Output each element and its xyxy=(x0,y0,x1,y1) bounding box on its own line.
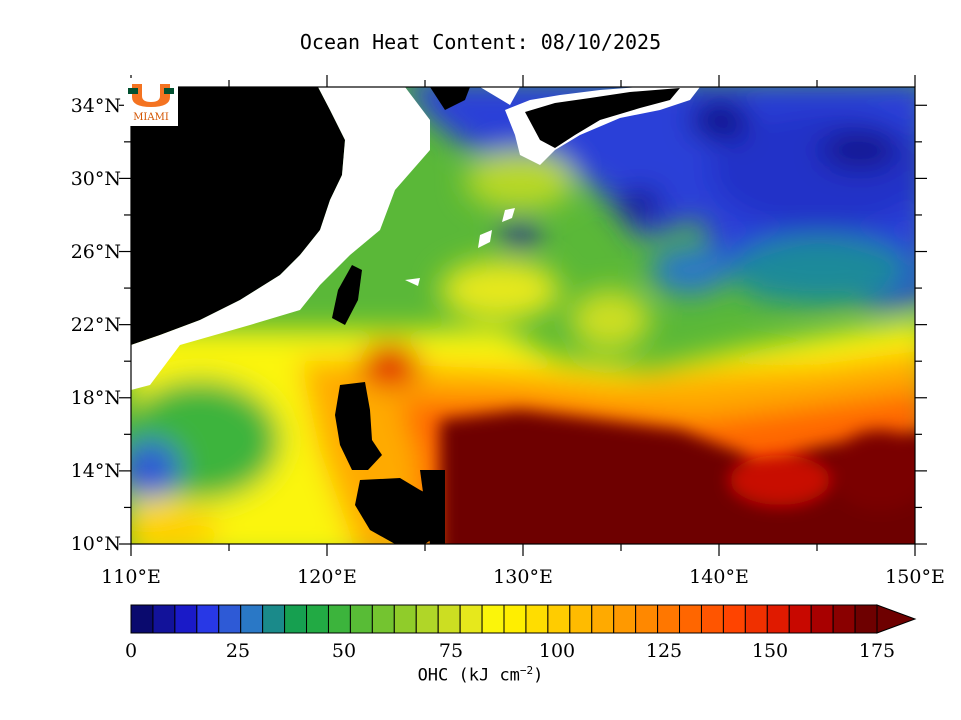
colorbar-segment xyxy=(349,604,373,634)
cb-label-50: 50 xyxy=(331,640,357,662)
colorbar-segment xyxy=(679,604,702,634)
lat-label-10n: 10°N xyxy=(70,533,121,555)
colorbar-overflow-arrow xyxy=(876,604,917,634)
colorbar-segment xyxy=(306,604,329,634)
cb-label-75: 75 xyxy=(438,640,464,662)
colorbar-segment xyxy=(722,604,746,634)
lon-label-150e: 150°E xyxy=(885,566,945,588)
lat-label-22n: 22°N xyxy=(70,314,121,336)
colorbar-segment xyxy=(262,604,286,634)
colorbar-segment xyxy=(700,604,724,634)
colorbar-segment xyxy=(788,604,812,634)
colorbar-segment xyxy=(196,604,220,634)
lat-label-14n: 14°N xyxy=(70,460,121,482)
china-landmass xyxy=(131,87,345,345)
colorbar-segment xyxy=(635,604,659,634)
miami-logo: MIAMI xyxy=(124,78,178,126)
u-logo-icon xyxy=(128,84,174,107)
colorbar-segment xyxy=(503,604,527,634)
figure-title: Ocean Heat Content: 08/10/2025 xyxy=(299,30,662,54)
cb-label-0: 0 xyxy=(124,640,138,662)
cb-label-150: 150 xyxy=(751,640,789,662)
colorbar-segment xyxy=(284,604,308,634)
colorbar-segment xyxy=(613,604,637,634)
colorbar-segment xyxy=(569,604,593,634)
cb-label-175: 175 xyxy=(858,640,896,662)
colorbar-segment xyxy=(854,604,878,634)
colorbar-segment xyxy=(832,604,856,634)
colorbar-segment xyxy=(744,604,768,634)
lon-label-120e: 120°E xyxy=(297,566,357,588)
colorbar-segment xyxy=(459,604,483,634)
logo-text: MIAMI xyxy=(133,112,169,123)
colorbar-segment xyxy=(393,604,417,634)
colorbar-segment xyxy=(327,604,351,634)
colorbar-segment xyxy=(810,604,834,634)
cb-label-125: 125 xyxy=(645,640,683,662)
colorbar-segment xyxy=(240,604,264,634)
lat-label-30n: 30°N xyxy=(70,168,121,190)
cb-label-25: 25 xyxy=(225,640,251,662)
colorbar-title: OHC (kJ cm−2) xyxy=(417,664,544,686)
colorbar-segment xyxy=(591,604,615,634)
colorbar-segment xyxy=(547,604,571,634)
colorbar-segment xyxy=(152,604,176,634)
lat-label-26n: 26°N xyxy=(70,241,121,263)
colorbar-segment xyxy=(371,604,395,634)
lon-label-110e: 110°E xyxy=(101,566,161,588)
colorbar-segment xyxy=(174,604,198,634)
visayas-islands xyxy=(355,478,445,544)
colorbar-segment xyxy=(481,604,505,634)
colorbar-segment xyxy=(218,604,242,634)
ohc-field xyxy=(131,87,915,544)
colorbar-segment xyxy=(415,604,439,634)
lat-label-18n: 18°N xyxy=(70,387,121,409)
colorbar-segment xyxy=(130,604,154,634)
taiwan-island xyxy=(332,265,362,325)
colorbar-segment xyxy=(657,604,681,634)
cb-label-100: 100 xyxy=(538,640,576,662)
colorbar xyxy=(130,604,917,634)
lon-label-140e: 140°E xyxy=(689,566,749,588)
colorbar-segment xyxy=(525,604,549,634)
colorbar-segment xyxy=(766,604,790,634)
lon-label-130e: 130°E xyxy=(493,566,553,588)
luzon-island xyxy=(335,382,382,470)
colorbar-segment xyxy=(437,604,461,634)
lat-label-34n: 34°N xyxy=(70,95,121,117)
